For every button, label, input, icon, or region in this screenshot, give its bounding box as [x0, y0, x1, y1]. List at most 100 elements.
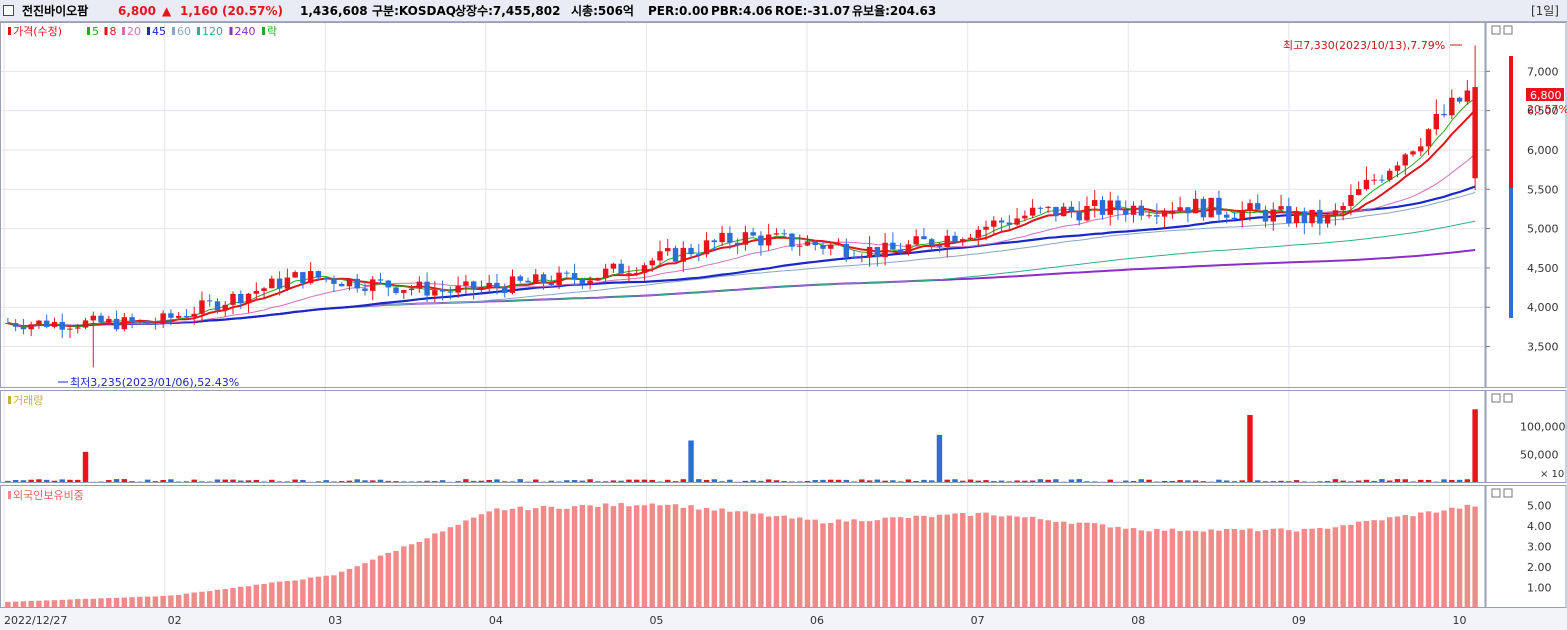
- foreign-holding-bar: [890, 517, 896, 608]
- current-price-label: 6,800: [1530, 89, 1562, 102]
- candle-body: [207, 300, 213, 302]
- volume-bar: [1029, 480, 1036, 483]
- listed-shares: 상장수:7,455,802: [455, 4, 561, 18]
- volume-bar: [238, 480, 244, 483]
- foreign-holding-bar: [1449, 507, 1455, 608]
- volume-bar: [944, 479, 950, 483]
- price-range-strip: [1509, 56, 1513, 318]
- candle-body: [82, 320, 89, 328]
- foreign-holding-bar: [494, 508, 500, 608]
- foreign-holding-bar: [160, 595, 166, 608]
- foreign-holding-bar: [346, 568, 353, 608]
- volume-bar: [1076, 479, 1082, 483]
- foreign-y-tick: 3.00: [1527, 540, 1552, 553]
- foreign-holding-bar: [1324, 528, 1331, 608]
- foreign-holding-bar: [90, 598, 96, 608]
- candle-body: [439, 290, 446, 292]
- foreign-holding-bar: [719, 508, 725, 608]
- volume-bar: [494, 479, 500, 483]
- candle-body: [20, 326, 27, 330]
- candle-body: [494, 282, 500, 288]
- y-axis-border: [1485, 390, 1567, 483]
- candle-body: [152, 323, 159, 325]
- foreign-holding-bar: [1472, 506, 1478, 608]
- foreign-holding-bar: [960, 513, 966, 608]
- legend-swatch: [229, 27, 233, 35]
- candle-body: [928, 239, 935, 246]
- volume-bar: [1441, 479, 1447, 483]
- candle-body: [1161, 211, 1168, 217]
- x-axis-label: 02: [168, 614, 182, 627]
- x-axis-label: 09: [1292, 614, 1306, 627]
- candle-body: [797, 245, 803, 247]
- candle-body: [424, 281, 430, 296]
- period-selector[interactable]: [1일]: [1530, 4, 1559, 18]
- candle-body: [1115, 200, 1121, 211]
- candle-body: [509, 276, 516, 293]
- volume-bar: [936, 434, 943, 483]
- foreign-holding-bar: [1076, 522, 1082, 608]
- candle-body: [191, 313, 197, 317]
- x-axis-label: 2022/12/27: [4, 614, 67, 627]
- volume-bar: [1425, 479, 1432, 483]
- foreign-holding-bar: [261, 583, 267, 608]
- candle-body: [750, 232, 756, 236]
- foreign-holding-bar: [517, 506, 523, 608]
- foreign-holding-bar: [820, 523, 826, 608]
- legend-item-0: 가격(수정): [13, 25, 62, 38]
- volume-bar: [1363, 479, 1370, 483]
- candle-body: [1014, 218, 1020, 225]
- foreign-holding-bar: [1270, 528, 1276, 608]
- foreign-y-tick: 4.00: [1527, 520, 1552, 533]
- foreign-holding-bar: [75, 599, 81, 608]
- x-axis-label: 07: [971, 614, 985, 627]
- candle-body: [1231, 217, 1238, 220]
- volume-bar: [960, 480, 966, 483]
- volume-bar: [843, 479, 850, 483]
- foreign-holding-bar: [859, 521, 865, 608]
- foreign-holding-bar: [222, 589, 228, 608]
- foreign-holding-bar: [370, 559, 376, 608]
- foreign-holding-bar: [1053, 522, 1059, 608]
- candle-body: [1402, 154, 1408, 166]
- candle-body: [595, 277, 601, 281]
- foreign-holding-bar: [734, 511, 741, 608]
- price-y-tick: 3,500: [1527, 341, 1559, 354]
- candle-body: [1177, 207, 1183, 211]
- foreign-holding-bar: [936, 514, 943, 608]
- foreign-holding-bar: [1084, 522, 1090, 608]
- volume-bar: [890, 480, 896, 483]
- candle-body: [781, 233, 787, 235]
- volume-bar: [587, 479, 593, 483]
- candle-body: [323, 277, 329, 279]
- foreign-holding-bar: [587, 505, 593, 608]
- volume-bar: [1216, 479, 1222, 483]
- candle-body: [835, 243, 842, 245]
- select-checkbox[interactable]: [3, 5, 14, 16]
- candle-body: [1045, 206, 1051, 208]
- candle-body: [1208, 197, 1214, 218]
- volume-bar: [478, 480, 485, 483]
- foreign-holding-bar: [1037, 519, 1044, 608]
- foreign-holding-bar: [797, 517, 803, 608]
- current-price-box: [1526, 88, 1564, 101]
- volume-bar: [758, 480, 764, 483]
- candle-body: [1060, 206, 1067, 217]
- foreign-holding-bar: [665, 504, 671, 608]
- trade-volume: 1,436,608: [300, 4, 368, 18]
- candle-body: [284, 277, 291, 289]
- candle-body: [1154, 215, 1160, 217]
- x-axis-label: 06: [810, 614, 824, 627]
- foreign-holding-bar: [657, 505, 663, 608]
- candle-body: [331, 278, 337, 284]
- volume-bar: [618, 480, 624, 483]
- foreign-holding-bar: [5, 601, 11, 608]
- candle-body: [765, 234, 772, 246]
- foreign-holding-bar: [401, 546, 407, 608]
- foreign-holding-bar: [696, 509, 702, 608]
- legend-item-4: 45: [152, 25, 166, 38]
- candle-body: [269, 278, 275, 289]
- candle-body: [470, 281, 477, 290]
- foreign-holding-bar: [1317, 527, 1323, 608]
